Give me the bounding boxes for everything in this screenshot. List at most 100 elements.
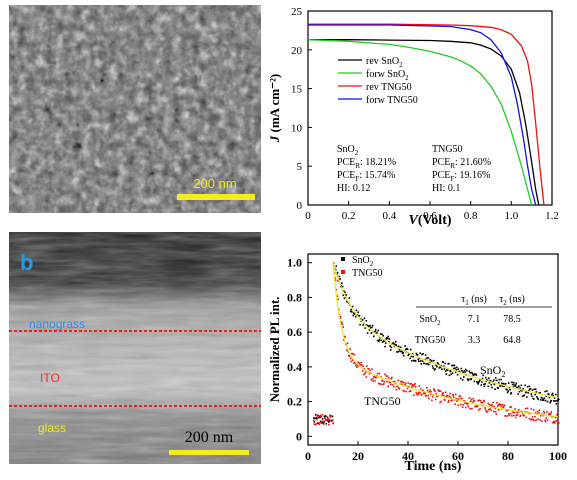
data-point: [314, 423, 316, 426]
data-point: [438, 367, 441, 369]
data-point: [321, 418, 324, 420]
data-point: [313, 421, 316, 423]
data-point: [416, 354, 419, 356]
data-point: [327, 420, 329, 422]
data-point: [504, 415, 507, 417]
data-point: [478, 380, 481, 382]
data-point: [542, 398, 544, 400]
data-point: [372, 380, 374, 382]
data-point: [536, 397, 539, 400]
data-point: [341, 282, 343, 285]
data-point: [350, 308, 353, 311]
data-point: [357, 311, 359, 314]
data-point: [388, 341, 390, 343]
data-point: [355, 309, 358, 312]
layer-label-ito: ITO: [40, 371, 60, 385]
layer-label-nanograss: nanograss: [29, 317, 85, 331]
data-point: [502, 382, 504, 385]
data-point: [451, 372, 454, 374]
data-point: [516, 411, 518, 413]
data-point: [387, 385, 389, 388]
data-point: [519, 414, 522, 417]
legend-label: rev SnO2: [366, 56, 403, 69]
data-point: [323, 416, 326, 418]
data-point: [541, 399, 544, 401]
data-point: [368, 368, 370, 370]
data-point: [553, 397, 556, 399]
table-cell: 64.8: [503, 335, 521, 346]
data-point: [352, 353, 354, 355]
data-point: [316, 418, 318, 421]
data-point: [397, 350, 399, 353]
data-point: [490, 384, 493, 386]
data-point: [554, 393, 557, 396]
data-point: [318, 416, 320, 419]
data-point: [400, 380, 403, 383]
data-point: [354, 315, 357, 318]
data-point: [415, 352, 418, 355]
data-point: [408, 390, 411, 393]
data-point: [381, 341, 384, 343]
data-point: [501, 385, 504, 387]
data-point: [459, 403, 462, 406]
data-point: [439, 390, 442, 392]
data-point: [516, 414, 519, 416]
data-point: [546, 411, 548, 413]
data-point: [494, 407, 496, 410]
data-point: [411, 353, 414, 355]
data-point: [444, 391, 447, 394]
data-point: [482, 374, 484, 377]
data-point: [444, 399, 446, 402]
data-point: [335, 289, 338, 291]
data-point: [538, 412, 540, 414]
data-point: [475, 374, 478, 376]
data-point: [533, 409, 535, 411]
data-point: [371, 324, 374, 327]
data-point: [319, 420, 322, 423]
data-point: [380, 339, 383, 342]
data-point: [318, 415, 321, 418]
data-point: [366, 332, 369, 334]
data-point: [366, 365, 368, 367]
data-point: [366, 324, 368, 326]
data-point: [351, 352, 353, 355]
data-point: [388, 377, 390, 379]
data-point: [330, 415, 333, 417]
data-point: [432, 367, 434, 369]
data-point: [506, 388, 508, 391]
data-point: [356, 364, 359, 367]
data-point: [336, 295, 339, 297]
data-point: [339, 316, 342, 318]
data-point: [371, 326, 373, 329]
data-point: [491, 404, 493, 406]
sem-top-image: 200 nm: [9, 5, 261, 213]
data-point: [419, 360, 422, 362]
data-point: [526, 396, 528, 398]
data-point: [448, 362, 450, 365]
data-point: [449, 392, 451, 395]
data-point: [337, 298, 339, 300]
data-point: [371, 368, 373, 370]
data-point: [402, 352, 404, 354]
data-point: [532, 418, 534, 421]
data-point: [461, 397, 463, 400]
data-point: [407, 382, 409, 384]
data-point: [443, 394, 445, 397]
data-point: [524, 384, 526, 387]
data-point: [513, 384, 516, 386]
data-point: [374, 377, 377, 379]
data-point: [454, 393, 457, 396]
data-point: [471, 407, 473, 410]
data-point: [521, 390, 523, 392]
data-point: [386, 380, 388, 383]
data-point: [390, 346, 393, 349]
data-point: [543, 410, 545, 413]
data-point: [316, 422, 319, 424]
data-point: [468, 397, 471, 399]
curve-label-tng50: TNG50: [364, 394, 401, 408]
data-point: [394, 341, 397, 343]
data-point: [460, 367, 463, 370]
data-point: [406, 387, 409, 390]
data-point: [439, 401, 441, 404]
data-point: [513, 381, 515, 384]
